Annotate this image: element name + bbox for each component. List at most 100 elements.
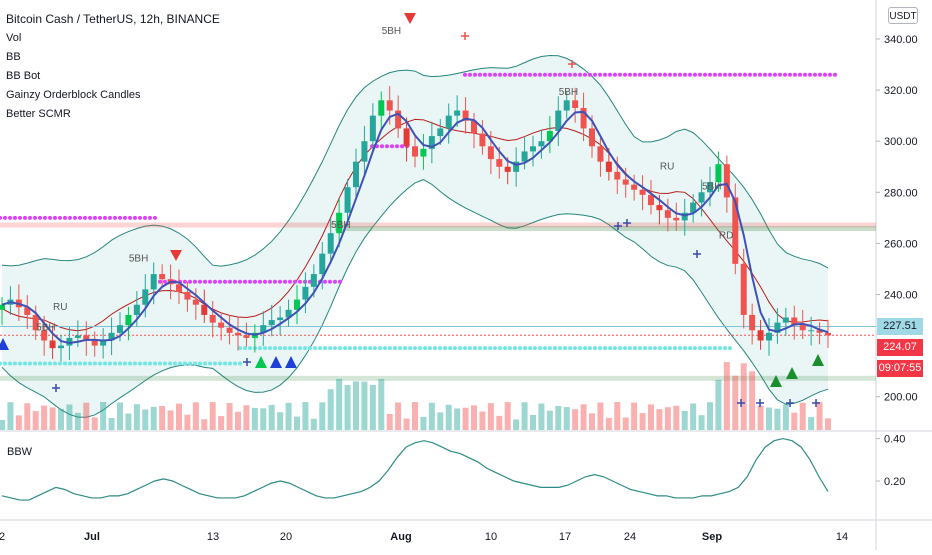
cyan-dots-left-dot <box>88 361 92 366</box>
cyan-dots-mid-dot <box>578 346 582 351</box>
volume-bar <box>7 402 14 430</box>
candle-body <box>648 194 654 206</box>
cyan-dots-mid-dot <box>288 346 292 351</box>
volume-bar <box>369 384 376 430</box>
magenta-dots-top-dot <box>718 72 722 77</box>
magenta-dots-left-dot <box>153 215 157 220</box>
magenta-dots-left-dot <box>48 215 52 220</box>
volume-bar <box>732 375 739 430</box>
volume-bar <box>589 413 595 430</box>
candle-body <box>310 274 317 287</box>
volume-bar <box>757 405 764 430</box>
annotation-label: RD <box>719 230 733 241</box>
cyan-dots-mid-dot <box>648 346 652 351</box>
magenta-dots-left-dot <box>58 215 62 220</box>
volume-bar <box>664 407 671 430</box>
magenta-dots-top-dot <box>473 72 477 77</box>
cyan-dots-mid-dot <box>538 346 542 351</box>
volume-bar <box>774 408 781 430</box>
magenta-dots-left-dot <box>13 215 17 220</box>
cyan-dots-mid-dot <box>408 346 412 351</box>
magenta-dots-top-dot <box>553 72 557 77</box>
indicator-scmr[interactable]: Better SCMR <box>6 108 71 120</box>
volume-bar <box>167 410 174 430</box>
magenta-dots-top-dot <box>653 72 657 77</box>
cyan-dots-left-dot <box>163 361 167 366</box>
cyan-dots-left-dot <box>68 361 72 366</box>
candle-body <box>184 291 191 300</box>
volume-bar <box>572 409 579 430</box>
cyan-dots-mid-dot <box>663 346 667 351</box>
volume-bar <box>673 405 680 430</box>
plus-marker <box>568 60 576 68</box>
magenta-dots-mid-dot <box>298 279 302 284</box>
magenta-dots-left-dot <box>138 215 142 220</box>
volume-bar <box>766 407 772 430</box>
candle-body <box>243 335 250 338</box>
magenta-dots-left-dot <box>0 215 2 220</box>
candle-body <box>597 146 604 162</box>
cyan-dots-mid-dot <box>308 346 312 351</box>
candle-body <box>176 284 182 292</box>
cyan-dots-mid-dot <box>568 346 572 351</box>
volume-bar <box>479 411 486 430</box>
magenta-dots-top-dot <box>533 72 537 77</box>
cyan-dots-left-dot <box>38 361 42 366</box>
candle-body <box>403 128 410 147</box>
magenta-dots-top-dot <box>728 72 732 77</box>
x-tick-label: 14 <box>836 531 848 543</box>
bbw-line <box>1 437 829 501</box>
volume-bar <box>454 408 461 430</box>
magenta-dots-top-dot <box>693 72 697 77</box>
y-tick-label: 200.00 <box>884 392 918 404</box>
signal-buy-triangle <box>0 338 9 350</box>
cyan-dots-mid-dot <box>403 346 407 351</box>
cyan-dots-left-dot <box>28 361 32 366</box>
currency-button[interactable]: USDT <box>888 7 918 24</box>
cyan-dots-left-dot <box>128 361 132 366</box>
magenta-dots-top-dot <box>478 72 482 77</box>
x-tick-label: 24 <box>624 531 636 543</box>
candle-body <box>49 340 56 349</box>
cyan-dots-mid-dot <box>243 346 247 351</box>
indicator-vol[interactable]: Vol <box>6 32 22 44</box>
cyan-dots-mid-dot <box>708 346 712 351</box>
cyan-dots-mid-dot <box>548 346 552 351</box>
cyan-dots-mid-dot <box>268 346 272 351</box>
cyan-dots-mid-dot <box>713 346 717 351</box>
cyan-dots-left-dot <box>228 361 232 366</box>
cyan-dots-mid-dot <box>513 346 517 351</box>
volume-bar <box>125 413 132 430</box>
volume-bar <box>378 378 385 430</box>
volume-bar <box>656 409 663 430</box>
magenta-dots-top-dot <box>613 72 617 77</box>
candle-body <box>631 184 638 190</box>
indicator-bb-bot[interactable]: BB Bot <box>6 70 41 82</box>
bbw-label[interactable]: BBW <box>7 446 33 458</box>
candle-body <box>555 110 562 131</box>
magenta-dots-left-dot <box>18 215 22 220</box>
x-tick-label: 20 <box>280 531 292 543</box>
candle-body <box>521 151 528 162</box>
magenta-dots-mid-dot <box>163 279 167 284</box>
magenta-dots-top-dot <box>733 72 737 77</box>
symbol-title[interactable]: Bitcoin Cash / TetherUS, 12h, BINANCE <box>6 12 220 26</box>
candle-body <box>361 141 368 162</box>
candle-body <box>285 309 292 318</box>
magenta-dots-mid-dot <box>263 279 267 284</box>
cyan-dots-mid-dot <box>283 346 287 351</box>
indicator-bb[interactable]: BB <box>6 51 21 63</box>
magenta-dots-mid-dot <box>268 279 272 284</box>
y-tick-label: 240.00 <box>884 290 918 302</box>
cyan-dots-mid-dot <box>523 346 527 351</box>
indicator-gainzy[interactable]: Gainzy Orderblock Candles <box>6 89 141 101</box>
annotation-label: RU <box>53 302 67 313</box>
volume-bar <box>521 402 528 430</box>
cyan-dots-mid-dot <box>698 346 702 351</box>
cyan-dots-mid-dot <box>723 346 727 351</box>
cyan-dots-mid-dot <box>543 346 547 351</box>
candle-body <box>580 107 587 129</box>
cyan-dots-mid-dot <box>593 346 597 351</box>
